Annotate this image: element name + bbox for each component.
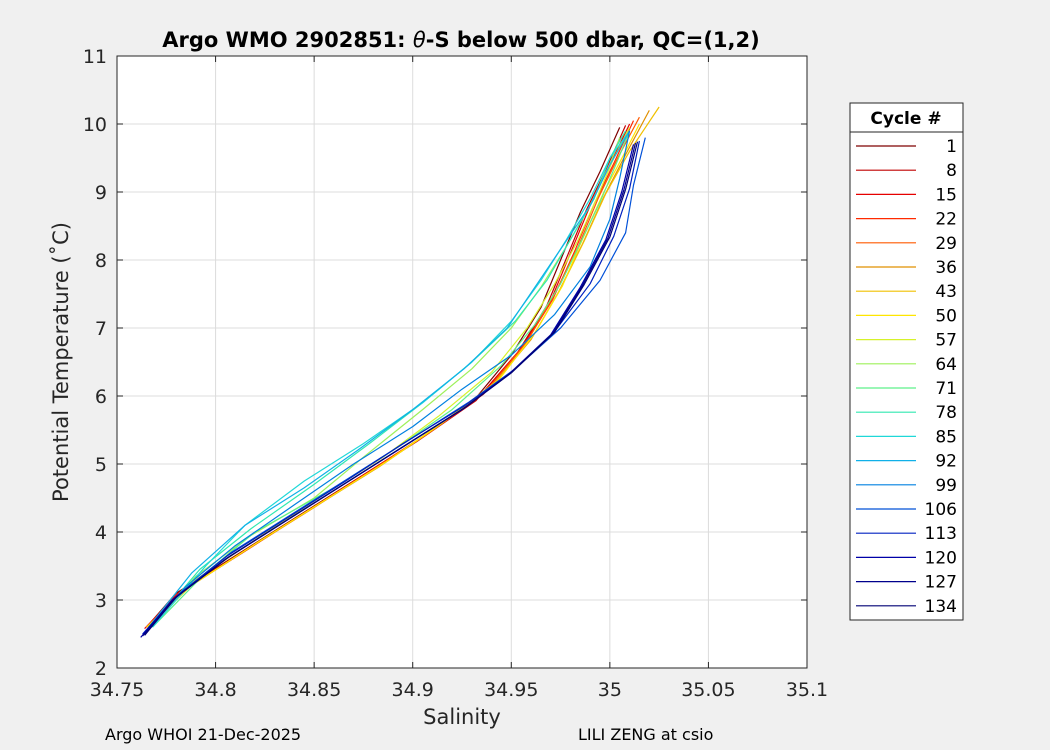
x-tick-label: 35.05 [681, 679, 735, 701]
series-line-cycle-134 [144, 141, 639, 636]
legend-label: 1 [946, 137, 957, 157]
legend-label: 99 [935, 476, 957, 496]
legend-label: 134 [925, 597, 957, 617]
y-tick-label: 6 [95, 386, 107, 408]
legend-label: 92 [935, 452, 957, 472]
y-tick-label: 2 [95, 658, 107, 680]
legend-label: 78 [935, 403, 957, 423]
legend-label: 57 [935, 331, 957, 351]
y-tick-label: 3 [95, 590, 107, 612]
legend-label: 113 [925, 524, 957, 544]
legend-label: 50 [935, 306, 957, 326]
axis-ticks [116, 55, 808, 669]
legend-label: 64 [935, 355, 957, 375]
legend-label: 85 [935, 427, 957, 447]
y-tick-label: 11 [83, 46, 107, 68]
legend-label: 120 [925, 548, 957, 568]
legend-label: 71 [935, 379, 957, 399]
legend-label: 106 [925, 500, 957, 520]
legend-label: 36 [935, 258, 957, 278]
x-tick-labels: 34.75 34.8 34.85 34.9 34.95 35 35.05 35.1 [90, 679, 828, 701]
legend-label: 127 [925, 573, 957, 593]
y-tick-label: 8 [95, 250, 107, 272]
x-tick-label: 34.8 [194, 679, 236, 701]
legend-label: 43 [935, 282, 957, 302]
x-tick-label: 34.85 [287, 679, 341, 701]
legend-title: Cycle # [870, 109, 941, 129]
chart-title: Argo WMO 2902851: θ-S below 500 dbar, QC… [162, 28, 759, 52]
footer-right: LILI ZENG at csio [578, 725, 714, 744]
y-axis-label: Potential Temperature (˚C) [49, 222, 73, 502]
title-prefix: Argo WMO 2902851: [162, 28, 413, 52]
y-tick-labels: 2 3 4 5 6 7 8 9 10 11 [83, 46, 107, 680]
legend-label: 29 [935, 234, 957, 254]
footer-left: Argo WHOI 21-Dec-2025 [105, 725, 302, 744]
x-tick-label: 34.95 [484, 679, 538, 701]
x-tick-label: 34.75 [90, 679, 144, 701]
series-lines [140, 106, 660, 638]
plot-area [117, 56, 807, 668]
x-tick-label: 34.9 [392, 679, 434, 701]
series-line-cycle-113 [142, 140, 640, 635]
y-tick-label: 9 [95, 182, 107, 204]
x-tick-label: 35.1 [786, 679, 828, 701]
y-tick-label: 7 [95, 318, 107, 340]
y-tick-label: 10 [83, 114, 107, 136]
legend-label: 22 [935, 210, 957, 230]
y-tick-label: 5 [95, 454, 107, 476]
series-line-cycle-99 [146, 130, 631, 631]
legend-label: 15 [935, 185, 957, 205]
series-line-cycle-92 [148, 130, 631, 628]
y-tick-label: 4 [95, 522, 107, 544]
title-theta: θ [413, 28, 426, 52]
plot-frame [116, 55, 808, 669]
x-axis-label: Salinity [423, 705, 501, 729]
x-tick-label: 35 [598, 679, 622, 701]
legend: Cycle # 1 8 15 22 29 36 43 50 57 64 71 78 85 92 99 106 1… [849, 102, 964, 621]
legend-box [849, 102, 964, 621]
legend-label: 8 [946, 161, 957, 181]
title-suffix: -S below 500 dbar, QC=(1,2) [426, 28, 760, 52]
